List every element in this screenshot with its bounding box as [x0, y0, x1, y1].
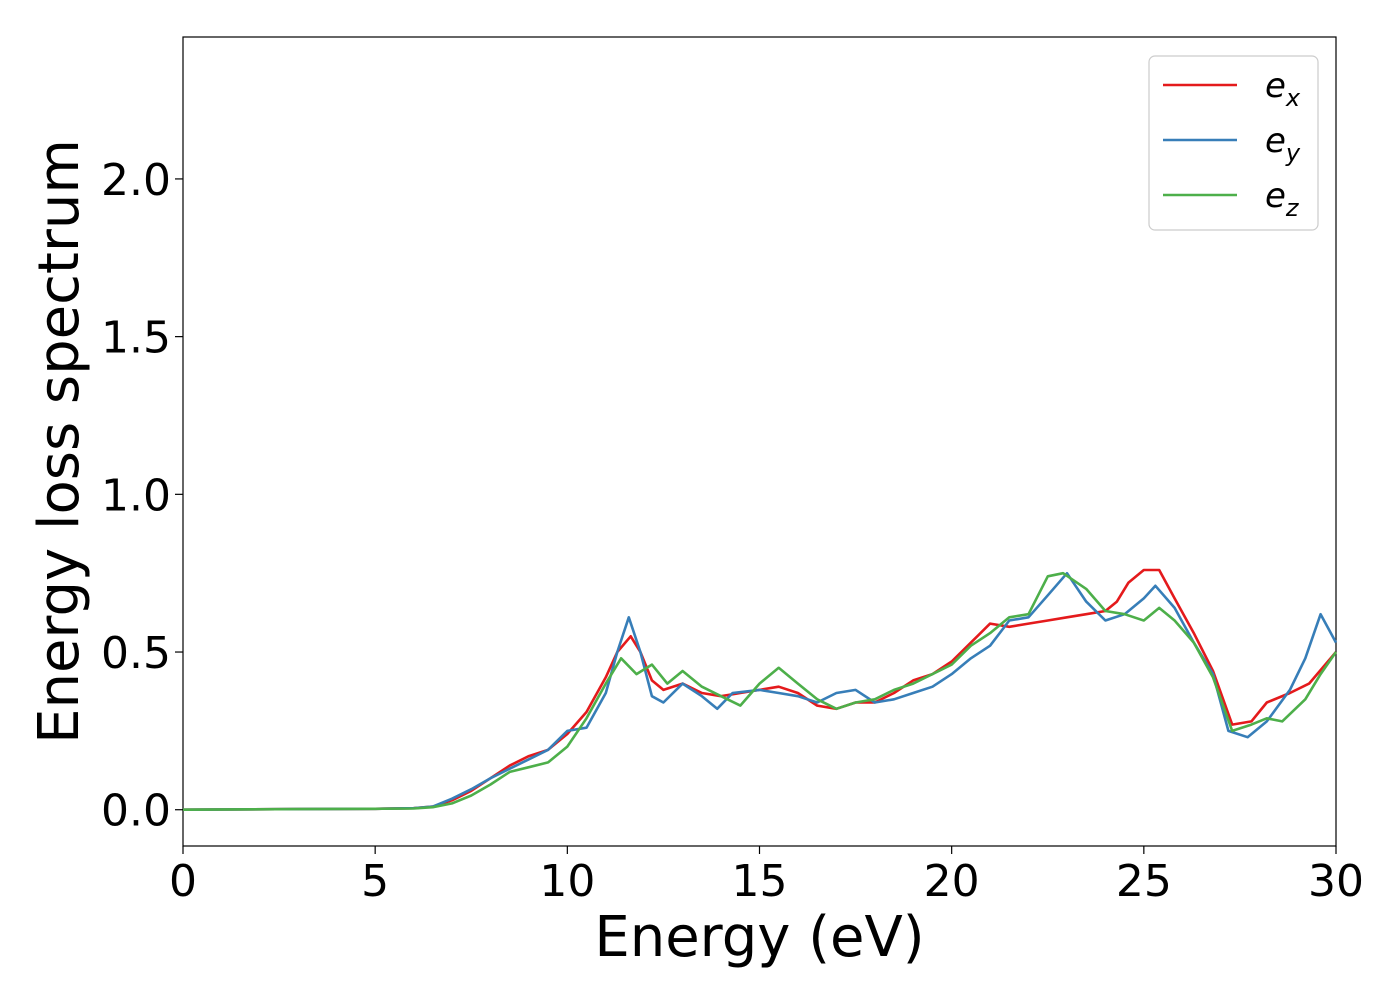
legend-label-subscript: y	[1285, 139, 1301, 167]
x-tick-label: 30	[1308, 856, 1364, 907]
x-tick-label: 0	[169, 856, 197, 907]
legend-label-base: e	[1265, 121, 1286, 161]
y-tick-label: 1.5	[101, 313, 171, 364]
plot-area	[182, 36, 1338, 847]
x-tick-label: 10	[539, 856, 595, 907]
y-tick-label: 1.0	[101, 470, 171, 521]
y-tick-label: 0.5	[101, 628, 171, 679]
series-layer	[182, 568, 1338, 811]
y-axis-title: Energy loss spectrum	[27, 139, 92, 744]
legend-label-subscript: x	[1285, 84, 1301, 112]
legend-label-base: e	[1265, 176, 1286, 216]
legend-label-subscript: z	[1285, 194, 1300, 222]
x-tick-label: 15	[732, 856, 788, 907]
legend-label-base: e	[1265, 66, 1286, 106]
x-tick-label: 5	[361, 856, 389, 907]
legend-label-ey: ey	[1265, 121, 1301, 167]
legend-label-ex: ex	[1265, 66, 1301, 112]
x-tick-label: 25	[1116, 856, 1172, 907]
y-tick-label: 2.0	[101, 155, 171, 206]
x-axis: 0 5 10 15 20 25 30	[169, 846, 1364, 907]
y-tick-label: 0.0	[101, 786, 171, 837]
y-axis: 0.0 0.5 1.0 1.5 2.0	[101, 155, 183, 837]
x-tick-label: 20	[924, 856, 980, 907]
series-line-ez	[182, 571, 1338, 811]
x-axis-title: Energy (eV)	[594, 905, 924, 970]
legend-label-ez: ez	[1265, 176, 1300, 222]
plot-frame	[182, 36, 1337, 847]
legend-box	[1148, 55, 1319, 231]
series-line-ey	[182, 571, 1338, 811]
